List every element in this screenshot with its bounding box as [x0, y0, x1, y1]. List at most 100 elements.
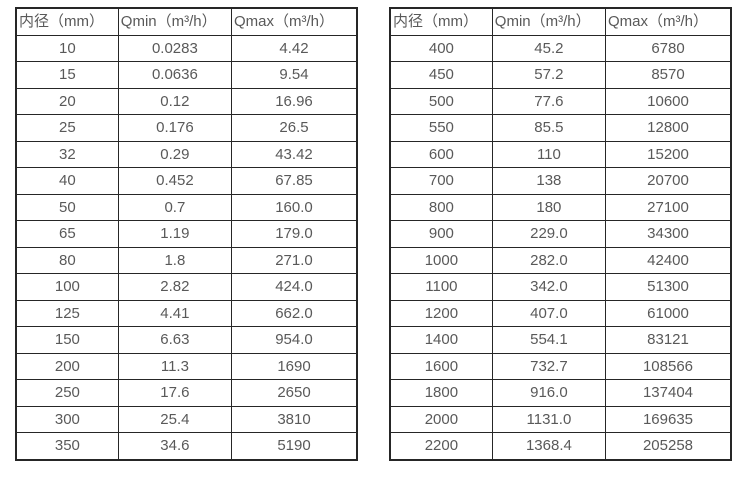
table-row: 2200 1368.4 205258 — [389, 432, 732, 460]
table-row: 300 25.4 3810 — [15, 405, 358, 433]
table-cell: 732.7 — [491, 352, 607, 380]
table-cell: 15 — [15, 61, 119, 89]
table-row: 700 138 20700 — [389, 167, 732, 195]
table-cell: 16.96 — [231, 87, 358, 115]
table-cell: 179.0 — [231, 220, 358, 248]
table-cell: 342.0 — [491, 273, 607, 301]
table-row: 150 6.63 954.0 — [15, 326, 358, 354]
table-cell: 34.6 — [117, 432, 233, 460]
table-cell: 0.176 — [117, 114, 233, 142]
table-cell: 0.452 — [117, 167, 233, 195]
table-cell: 67.85 — [231, 167, 358, 195]
table-cell: 4.41 — [117, 299, 233, 327]
table-cell: 20 — [15, 87, 119, 115]
table-cell: 1368.4 — [491, 432, 607, 460]
table-cell: 32 — [15, 140, 119, 168]
table-body: 10 0.0283 4.42 15 0.0636 9.54 20 0.12 16.96 25 0.1… — [15, 34, 358, 460]
table-header-row: 内径（mm） Qmin（m³/h） Qmax（m³/h） — [389, 7, 732, 36]
table-cell: 8570 — [605, 61, 732, 89]
table-cell: 2650 — [231, 379, 358, 407]
table-cell: 2.82 — [117, 273, 233, 301]
table-cell: 500 — [389, 87, 493, 115]
table-cell: 250 — [15, 379, 119, 407]
table-cell: 160.0 — [231, 193, 358, 221]
table-row: 15 0.0636 9.54 — [15, 61, 358, 89]
table-cell: 5190 — [231, 432, 358, 460]
table-cell: 25 — [15, 114, 119, 142]
table-cell: 25.4 — [117, 405, 233, 433]
table-cell: 0.0283 — [117, 34, 233, 62]
table-cell: 424.0 — [231, 273, 358, 301]
table-row: 2000 1131.0 169635 — [389, 405, 732, 433]
table-cell: 600 — [389, 140, 493, 168]
table-cell: 85.5 — [491, 114, 607, 142]
header-inner-diameter: 内径（mm） — [389, 7, 493, 36]
table-cell: 42400 — [605, 246, 732, 274]
table-cell: 6780 — [605, 34, 732, 62]
table-cell: 1000 — [389, 246, 493, 274]
table-cell: 300 — [15, 405, 119, 433]
table-cell: 1690 — [231, 352, 358, 380]
table-row: 32 0.29 43.42 — [15, 140, 358, 168]
table-row: 80 1.8 271.0 — [15, 246, 358, 274]
table-row: 500 77.6 10600 — [389, 87, 732, 115]
table-cell: 10600 — [605, 87, 732, 115]
table-cell: 554.1 — [491, 326, 607, 354]
table-row: 25 0.176 26.5 — [15, 114, 358, 142]
table-row: 1200 407.0 61000 — [389, 299, 732, 327]
table-cell: 700 — [389, 167, 493, 195]
table-cell: 34300 — [605, 220, 732, 248]
table-cell: 2200 — [389, 432, 493, 460]
header-qmin: Qmin（m³/h） — [117, 7, 233, 36]
table-cell: 400 — [389, 34, 493, 62]
header-qmax: Qmax（m³/h） — [231, 7, 358, 36]
table-row: 1800 916.0 137404 — [389, 379, 732, 407]
table-cell: 125 — [15, 299, 119, 327]
table-row: 900 229.0 34300 — [389, 220, 732, 248]
table-cell: 282.0 — [491, 246, 607, 274]
table-cell: 26.5 — [231, 114, 358, 142]
table-cell: 15200 — [605, 140, 732, 168]
table-cell: 271.0 — [231, 246, 358, 274]
table-row: 1000 282.0 42400 — [389, 246, 732, 274]
table-cell: 350 — [15, 432, 119, 460]
flow-spec-table-small-diameters: 内径（mm） Qmin（m³/h） Qmax（m³/h） 10 0.0283 4.4… — [15, 7, 358, 461]
table-cell: 180 — [491, 193, 607, 221]
flow-spec-table-large-diameters: 内径（mm） Qmin（m³/h） Qmax（m³/h） 400 45.2 6780… — [389, 7, 732, 461]
table-cell: 0.7 — [117, 193, 233, 221]
table-cell: 80 — [15, 246, 119, 274]
table-row: 1100 342.0 51300 — [389, 273, 732, 301]
table-cell: 45.2 — [491, 34, 607, 62]
table-header-row: 内径（mm） Qmin（m³/h） Qmax（m³/h） — [15, 7, 358, 36]
table-cell: 0.0636 — [117, 61, 233, 89]
table-row: 600 110 15200 — [389, 140, 732, 168]
table-cell: 1600 — [389, 352, 493, 380]
table-row: 65 1.19 179.0 — [15, 220, 358, 248]
table-row: 20 0.12 16.96 — [15, 87, 358, 115]
table-cell: 1.19 — [117, 220, 233, 248]
table-cell: 450 — [389, 61, 493, 89]
table-cell: 65 — [15, 220, 119, 248]
table-row: 125 4.41 662.0 — [15, 299, 358, 327]
table-cell: 51300 — [605, 273, 732, 301]
table-cell: 200 — [15, 352, 119, 380]
table-cell: 40 — [15, 167, 119, 195]
table-cell: 1200 — [389, 299, 493, 327]
table-row: 250 17.6 2650 — [15, 379, 358, 407]
table-row: 550 85.5 12800 — [389, 114, 732, 142]
table-row: 450 57.2 8570 — [389, 61, 732, 89]
table-cell: 20700 — [605, 167, 732, 195]
table-row: 200 11.3 1690 — [15, 352, 358, 380]
table-cell: 11.3 — [117, 352, 233, 380]
table-cell: 1100 — [389, 273, 493, 301]
table-cell: 108566 — [605, 352, 732, 380]
table-cell: 83121 — [605, 326, 732, 354]
table-cell: 0.12 — [117, 87, 233, 115]
table-row: 400 45.2 6780 — [389, 34, 732, 62]
table-cell: 57.2 — [491, 61, 607, 89]
table-cell: 800 — [389, 193, 493, 221]
table-cell: 3810 — [231, 405, 358, 433]
table-cell: 6.63 — [117, 326, 233, 354]
table-row: 350 34.6 5190 — [15, 432, 358, 460]
table-cell: 12800 — [605, 114, 732, 142]
